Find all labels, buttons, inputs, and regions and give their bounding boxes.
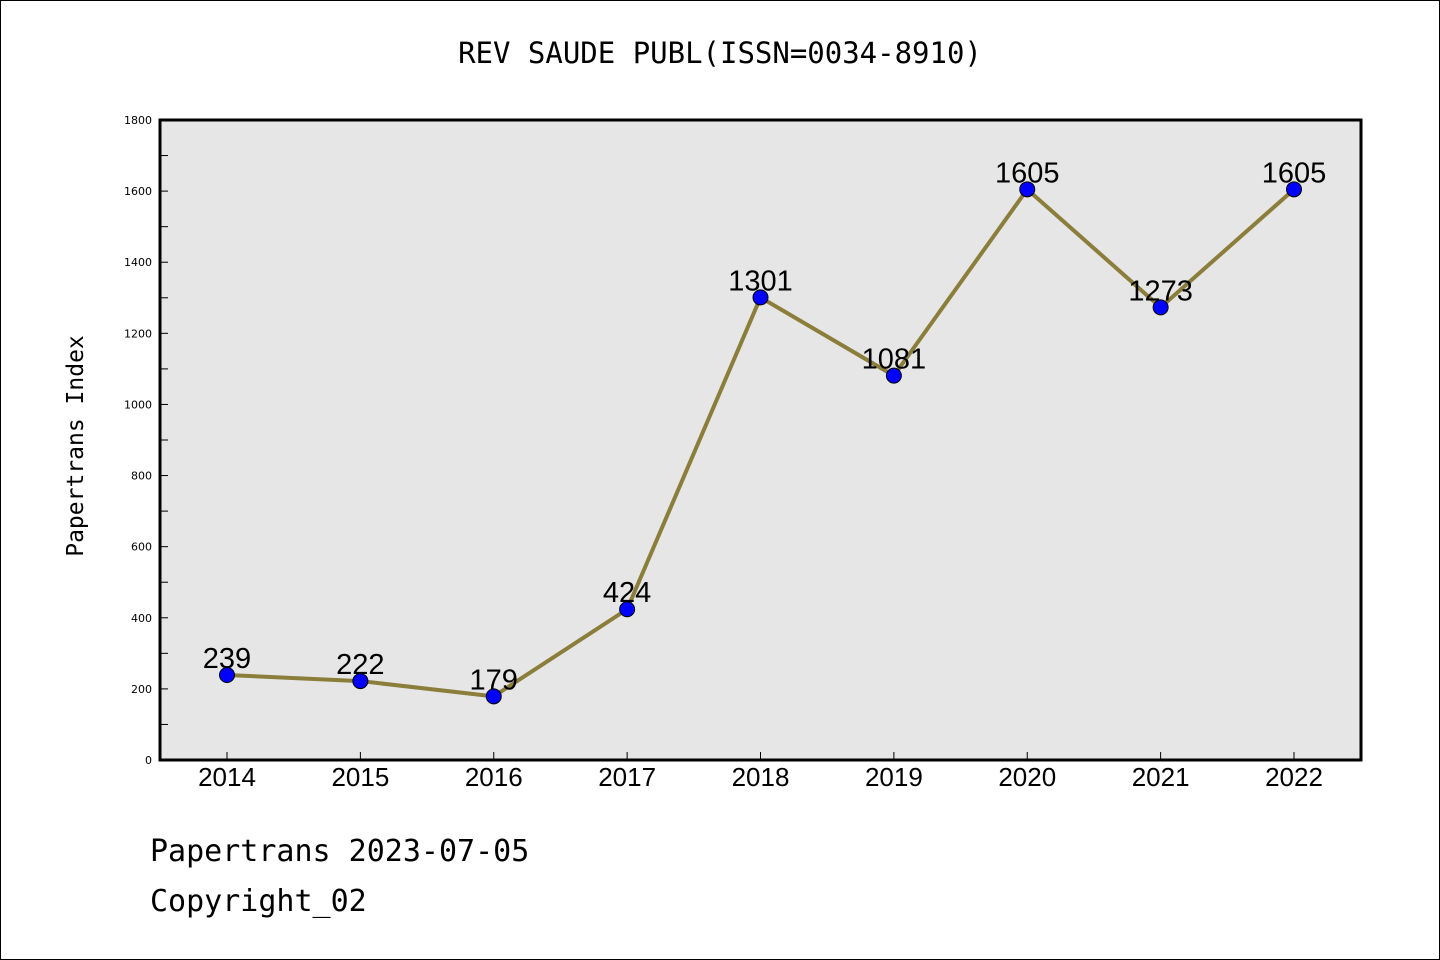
data-label: 1081 [862,344,927,376]
y-tick-label: 200 [131,683,152,696]
data-point [485,688,502,705]
y-tick-label: 1400 [124,256,152,269]
data-label: 239 [203,643,251,675]
y-tick-label: 600 [131,541,152,554]
data-point [1019,181,1036,198]
y-tick-label: 1000 [124,398,152,411]
plot-area [160,120,1361,760]
data-point [752,289,769,306]
data-point [219,667,235,684]
data-point [619,601,636,618]
data-point [1286,181,1302,198]
chart-title: REV SAUDE PUBL(ISSN=0034-8910) [458,36,982,70]
x-tick-label: 2020 [998,762,1056,792]
y-tick-label: 400 [131,612,152,625]
y-tick-label: 1800 [124,114,152,127]
y-tick-label: 0 [145,754,152,767]
x-tick-label: 2015 [331,762,389,792]
footer-date: Papertrans 2023-07-05 [150,834,530,869]
y-tick-label: 800 [131,470,152,483]
data-point [1152,299,1169,316]
data-point [885,367,902,384]
footer-copyright: Copyright_02 [150,884,367,919]
plot-border [158,118,1363,762]
data-point [352,673,369,690]
data-label: 179 [470,664,518,696]
x-tick-label: 2014 [198,762,256,792]
y-tick-label: 1600 [124,185,152,198]
x-tick-label: 2022 [1265,762,1323,792]
y-tick-label: 1200 [124,327,152,340]
data-label: 1605 [1262,157,1327,189]
x-tick-label: 2019 [865,762,923,792]
data-label: 424 [603,577,651,609]
x-tick-label: 2021 [1132,762,1190,792]
data-label: 222 [336,649,384,681]
x-tick-label: 2018 [732,762,790,792]
data-label: 1273 [1128,275,1193,307]
data-label: 1605 [995,157,1060,189]
x-tick-label: 2017 [598,762,656,792]
data-label: 1301 [728,265,793,297]
x-tick-label: 2016 [465,762,523,792]
